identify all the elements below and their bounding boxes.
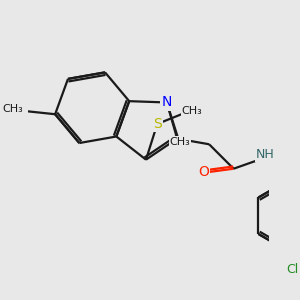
Text: S: S [153, 117, 162, 131]
Text: NH: NH [256, 148, 275, 161]
Text: O: O [198, 165, 209, 179]
Text: CH₃: CH₃ [169, 137, 190, 147]
Text: CH₃: CH₃ [182, 106, 202, 116]
Text: N: N [162, 95, 172, 110]
Text: Cl: Cl [286, 263, 298, 276]
Text: CH₃: CH₃ [2, 103, 23, 114]
